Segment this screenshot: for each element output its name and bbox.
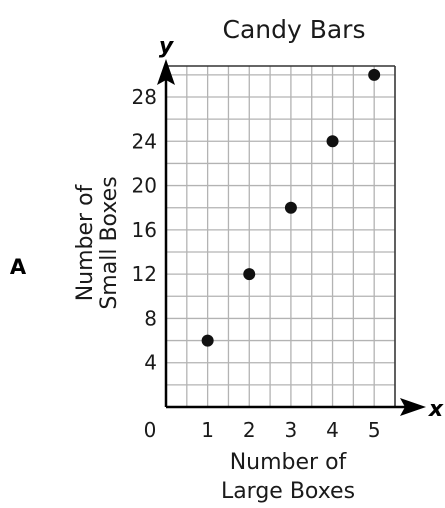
y-axis-label-line-2: Small Boxes [97, 176, 122, 309]
y-tick-label: 28 [132, 85, 157, 109]
x-tick-label: 5 [368, 418, 381, 442]
chart-title: Candy Bars [222, 15, 365, 44]
x-axis-label-line-2: Large Boxes [221, 479, 355, 504]
x-tick-label: 3 [285, 418, 298, 442]
data-point [326, 135, 339, 148]
x-axis-label-line-1: Number of [230, 450, 348, 475]
x-tick-label: 1 [201, 418, 214, 442]
x-tick-label: 4 [326, 418, 339, 442]
y-tick-label: 8 [144, 306, 157, 330]
x-axis-arrow [400, 398, 426, 416]
origin-label: 0 [144, 418, 157, 442]
y-axis-label-line-1: Number of [73, 183, 98, 301]
data-point [284, 201, 297, 214]
y-axis-label: Number of Small Boxes [73, 176, 122, 309]
y-tick-label: 4 [144, 351, 157, 375]
x-axis-label: Number of Large Boxes [221, 450, 355, 504]
data-point [243, 268, 256, 281]
y-tick-label: 16 [132, 218, 157, 242]
y-tick-label: 24 [132, 129, 157, 153]
x-tick-label: 2 [243, 418, 256, 442]
y-tick-label: 12 [132, 262, 157, 286]
option-letter: A [10, 255, 27, 279]
y-tick-label: 20 [132, 174, 157, 198]
grid [166, 65, 396, 407]
x-axis-variable: x [428, 397, 444, 422]
data-point [201, 334, 214, 347]
axes: xy [157, 34, 444, 422]
y-axis-arrow [157, 59, 175, 85]
y-axis-variable: y [159, 34, 175, 59]
data-points [201, 68, 381, 347]
data-point [368, 68, 381, 81]
